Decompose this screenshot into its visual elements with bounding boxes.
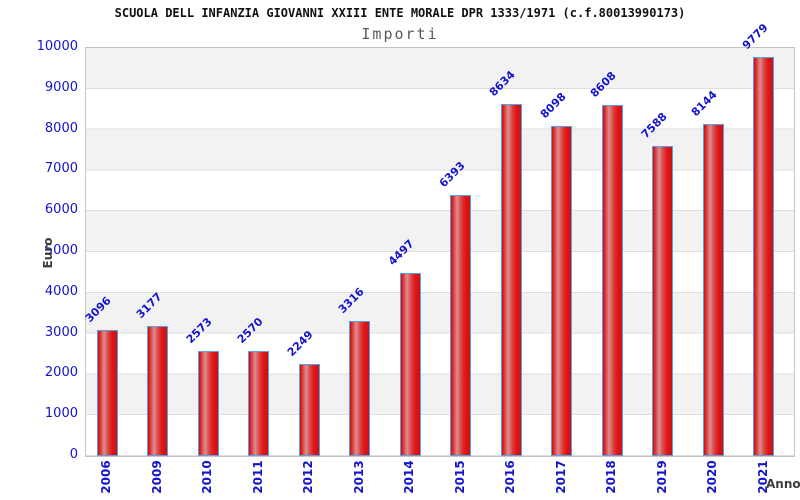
x-tick-label: 2009 (149, 460, 164, 494)
bar-value-label: 3096 (82, 293, 114, 325)
bar (601, 104, 623, 456)
bar-value-label: 7588 (638, 110, 670, 142)
bar (248, 351, 269, 456)
x-tick-label: 2017 (553, 460, 568, 494)
bar (753, 57, 774, 456)
bar (147, 326, 168, 456)
x-tick-label: 2019 (654, 460, 669, 494)
y-tick-label: 9000 (44, 79, 78, 95)
y-tick-label: 7000 (44, 161, 78, 177)
y-tick-label: 2000 (44, 365, 78, 381)
y-tick-label: 8000 (44, 120, 78, 136)
x-axis-title: Anno (766, 477, 800, 491)
bar (551, 125, 572, 456)
bar (702, 123, 724, 456)
y-tick-label: 3000 (44, 324, 78, 340)
bar-value-label: 8608 (587, 68, 619, 100)
y-tick-label: 4000 (44, 283, 78, 299)
bar (96, 329, 118, 456)
chart-title: SCUOLA DELL INFANZIA GIOVANNI XXIII ENTE… (114, 6, 686, 20)
plot-area: 3096 3177 2573 2570 2249 3316 4497 6393 8634 8098… (82, 21, 795, 457)
bar (450, 195, 471, 456)
x-tick-label: 2013 (351, 460, 366, 494)
bar-value-label: 4497 (385, 236, 417, 268)
x-tick-label: 2012 (301, 460, 315, 494)
x-tick-label: 2010 (200, 460, 214, 494)
bar-value-label: 3177 (133, 290, 165, 322)
bar (399, 272, 421, 456)
bar-value-label: 2570 (234, 315, 266, 347)
y-tick-label: 1000 (44, 406, 78, 422)
bar-value-label: 6393 (436, 159, 468, 191)
x-tick-label: 2015 (452, 460, 467, 494)
bar-value-label: 8634 (486, 67, 518, 99)
bar (197, 351, 219, 456)
x-tick-label: 2020 (705, 460, 719, 494)
bar (652, 146, 673, 456)
x-tick-label: 2016 (503, 460, 517, 494)
bar (298, 364, 320, 456)
bar (349, 320, 370, 456)
y-axis-title: Euro (41, 237, 55, 269)
y-tick-label: 5000 (44, 243, 78, 258)
x-tick-label: 2006 (99, 460, 113, 494)
bar-value-label: 2249 (284, 328, 316, 360)
chart-subtitle: Importi (361, 25, 439, 43)
x-tick-label: 2011 (250, 460, 265, 494)
bar (500, 103, 522, 456)
x-tick-label: 2018 (604, 460, 618, 494)
bar-value-label: 8098 (537, 89, 569, 121)
y-tick-label: 0 (69, 447, 78, 462)
y-tick-label: 10000 (36, 39, 78, 54)
x-tick-label: 2014 (402, 460, 416, 494)
y-tick-label: 6000 (44, 202, 78, 218)
bar-value-label: 8144 (688, 87, 720, 119)
bar-value-label: 2573 (183, 315, 215, 347)
bar-value-label: 3316 (335, 284, 367, 316)
